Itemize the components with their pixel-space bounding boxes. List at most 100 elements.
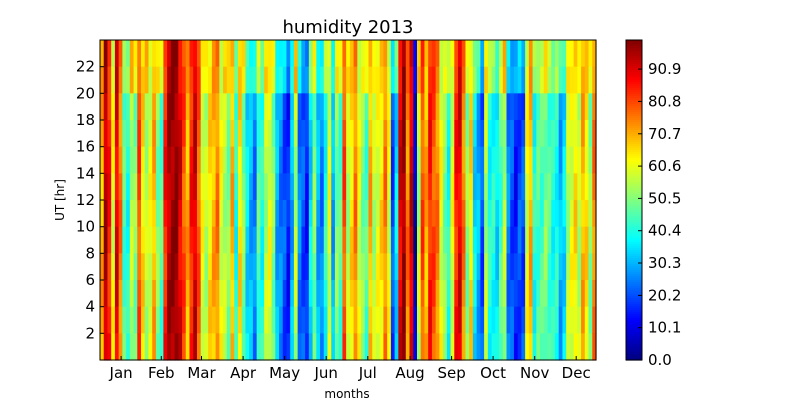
heatmap-cell (279, 226, 284, 254)
heatmap-cell (375, 200, 381, 228)
heatmap-cell (252, 173, 258, 201)
heatmap-cell (107, 226, 112, 254)
heatmap-cell (517, 173, 523, 201)
heatmap-cell (275, 93, 280, 121)
heatmap-cell (551, 120, 556, 148)
colorbar-segment (626, 230, 642, 233)
heatmap-cell (487, 280, 493, 308)
heatmap-cell (249, 66, 254, 94)
heatmap-cell (577, 226, 582, 254)
heatmap-cell (581, 200, 586, 228)
heatmap-cell (379, 253, 385, 281)
heatmap-cell (476, 280, 481, 308)
heatmap-cell (256, 66, 261, 94)
colorbar-segment (626, 176, 642, 179)
heatmap-cell (551, 253, 556, 281)
heatmap-cell (152, 173, 157, 201)
heatmap-cell (122, 280, 127, 308)
heatmap-cell (211, 93, 217, 121)
heatmap-cell (129, 120, 135, 148)
heatmap-cell (458, 200, 463, 228)
heatmap-cell (234, 280, 239, 308)
heatmap-cell (129, 280, 135, 308)
heatmap-cell (271, 93, 276, 121)
heatmap-cell (361, 253, 366, 281)
heatmap-cell (405, 200, 411, 228)
heatmap-cell (312, 253, 317, 281)
heatmap-cell (364, 93, 370, 121)
heatmap-cell (525, 146, 530, 174)
heatmap-cell (387, 120, 392, 148)
heatmap-cell (469, 306, 474, 334)
heatmap-cell (487, 120, 493, 148)
heatmap-cell (260, 333, 265, 361)
y-axis-label: UT [hr] (53, 179, 67, 221)
heatmap-cell (178, 40, 183, 68)
heatmap-cell (528, 333, 534, 361)
heatmap-cell (275, 40, 280, 68)
heatmap-cell (353, 40, 358, 68)
heatmap-cell (252, 306, 258, 334)
colorbar-segment (626, 338, 642, 341)
heatmap-cell (562, 40, 567, 68)
colorbar-segment (626, 274, 642, 277)
heatmap-cell (148, 200, 153, 228)
heatmap-cell (331, 40, 336, 68)
heatmap-cell (241, 93, 247, 121)
heatmap-cell (256, 173, 261, 201)
heatmap-cell (178, 306, 183, 334)
heatmap-cell (111, 173, 116, 201)
heatmap-cell (297, 66, 302, 94)
heatmap-cell (405, 120, 411, 148)
colorbar-segment (626, 220, 642, 223)
heatmap-cell (234, 306, 239, 334)
heatmap-cell (267, 253, 273, 281)
heatmap-cell (200, 146, 206, 174)
heatmap-cell (167, 173, 172, 201)
heatmap-cell (469, 280, 474, 308)
heatmap-cell (271, 280, 276, 308)
heatmap-cell (211, 120, 217, 148)
heatmap-cell (364, 40, 370, 68)
heatmap-cell (450, 173, 455, 201)
heatmap-cell (152, 40, 157, 68)
heatmap-cell (126, 120, 131, 148)
heatmap-cell (584, 226, 590, 254)
heatmap-cell (383, 280, 388, 308)
heatmap-cell (282, 146, 288, 174)
heatmap-cell (305, 280, 310, 308)
heatmap-cell (536, 280, 541, 308)
heatmap-cell (577, 200, 582, 228)
heatmap-cell (226, 226, 232, 254)
heatmap-cell (323, 200, 329, 228)
heatmap-cell (279, 120, 284, 148)
heatmap-cell (267, 306, 273, 334)
heatmap-cell (219, 173, 224, 201)
heatmap-cell (390, 200, 396, 228)
heatmap-cell (215, 333, 220, 361)
heatmap-cell (264, 253, 269, 281)
heatmap-cell (100, 253, 105, 281)
heatmap-cell (114, 253, 120, 281)
heatmap-cell (331, 146, 336, 174)
heatmap-cell (141, 306, 146, 334)
heatmap-cell (342, 306, 347, 334)
heatmap-cell (200, 200, 206, 228)
heatmap-cell (394, 120, 399, 148)
colorbar-segment (626, 284, 642, 287)
heatmap-cell (260, 120, 265, 148)
heatmap-cell (163, 173, 168, 201)
heatmap-cell (558, 333, 564, 361)
heatmap-cell (405, 280, 411, 308)
heatmap-cell (390, 333, 396, 361)
heatmap-cell (342, 66, 347, 94)
heatmap-cell (103, 93, 109, 121)
colorbar-segment (626, 82, 642, 85)
heatmap-cell (271, 120, 276, 148)
heatmap-cell (331, 66, 336, 94)
heatmap-cell (316, 40, 321, 68)
heatmap-cell (185, 306, 191, 334)
heatmap-cell (141, 93, 146, 121)
heatmap-cell (290, 280, 295, 308)
heatmap-cell (573, 173, 578, 201)
